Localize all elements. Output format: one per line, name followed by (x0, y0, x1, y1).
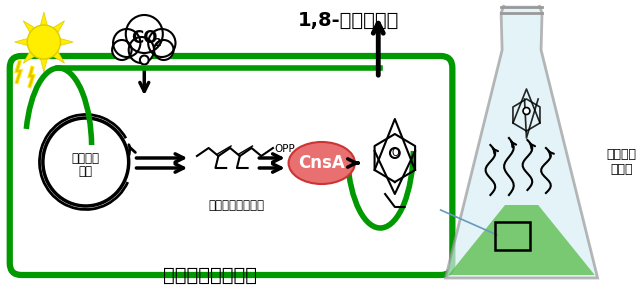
Text: 1,8-シネオール: 1,8-シネオール (298, 10, 399, 30)
Circle shape (129, 37, 154, 63)
Circle shape (148, 29, 175, 57)
Polygon shape (60, 38, 73, 46)
Polygon shape (23, 51, 35, 63)
Text: 細胞の外
に放出: 細胞の外 に放出 (607, 148, 636, 176)
Circle shape (148, 29, 175, 57)
Text: ゲラニルニリン酸: ゲラニルニリン酸 (208, 199, 264, 212)
Circle shape (523, 107, 530, 115)
Circle shape (112, 40, 132, 60)
Polygon shape (40, 59, 47, 72)
PathPatch shape (445, 5, 598, 278)
Text: OPP: OPP (274, 144, 294, 154)
Circle shape (126, 15, 163, 53)
Text: 2: 2 (153, 38, 161, 48)
Circle shape (154, 40, 173, 60)
Circle shape (113, 29, 140, 57)
Polygon shape (53, 51, 65, 63)
Circle shape (140, 56, 148, 65)
Text: カルビン: カルビン (72, 152, 100, 165)
Circle shape (129, 37, 154, 63)
Bar (495, 222, 531, 250)
Text: 回路: 回路 (79, 165, 93, 178)
Polygon shape (53, 21, 65, 33)
Circle shape (43, 118, 129, 206)
Circle shape (154, 40, 173, 60)
Text: O: O (391, 148, 399, 158)
Circle shape (390, 148, 400, 158)
Polygon shape (449, 205, 595, 275)
Ellipse shape (289, 142, 355, 184)
Text: CO: CO (131, 29, 157, 47)
Text: シアノバクテリア: シアノバクテリア (163, 266, 257, 285)
Polygon shape (23, 21, 35, 33)
Circle shape (112, 40, 132, 60)
Polygon shape (15, 38, 28, 46)
Text: CnsA: CnsA (298, 154, 345, 172)
Circle shape (126, 15, 163, 53)
Circle shape (28, 25, 60, 59)
Polygon shape (40, 12, 47, 25)
Circle shape (113, 29, 140, 57)
